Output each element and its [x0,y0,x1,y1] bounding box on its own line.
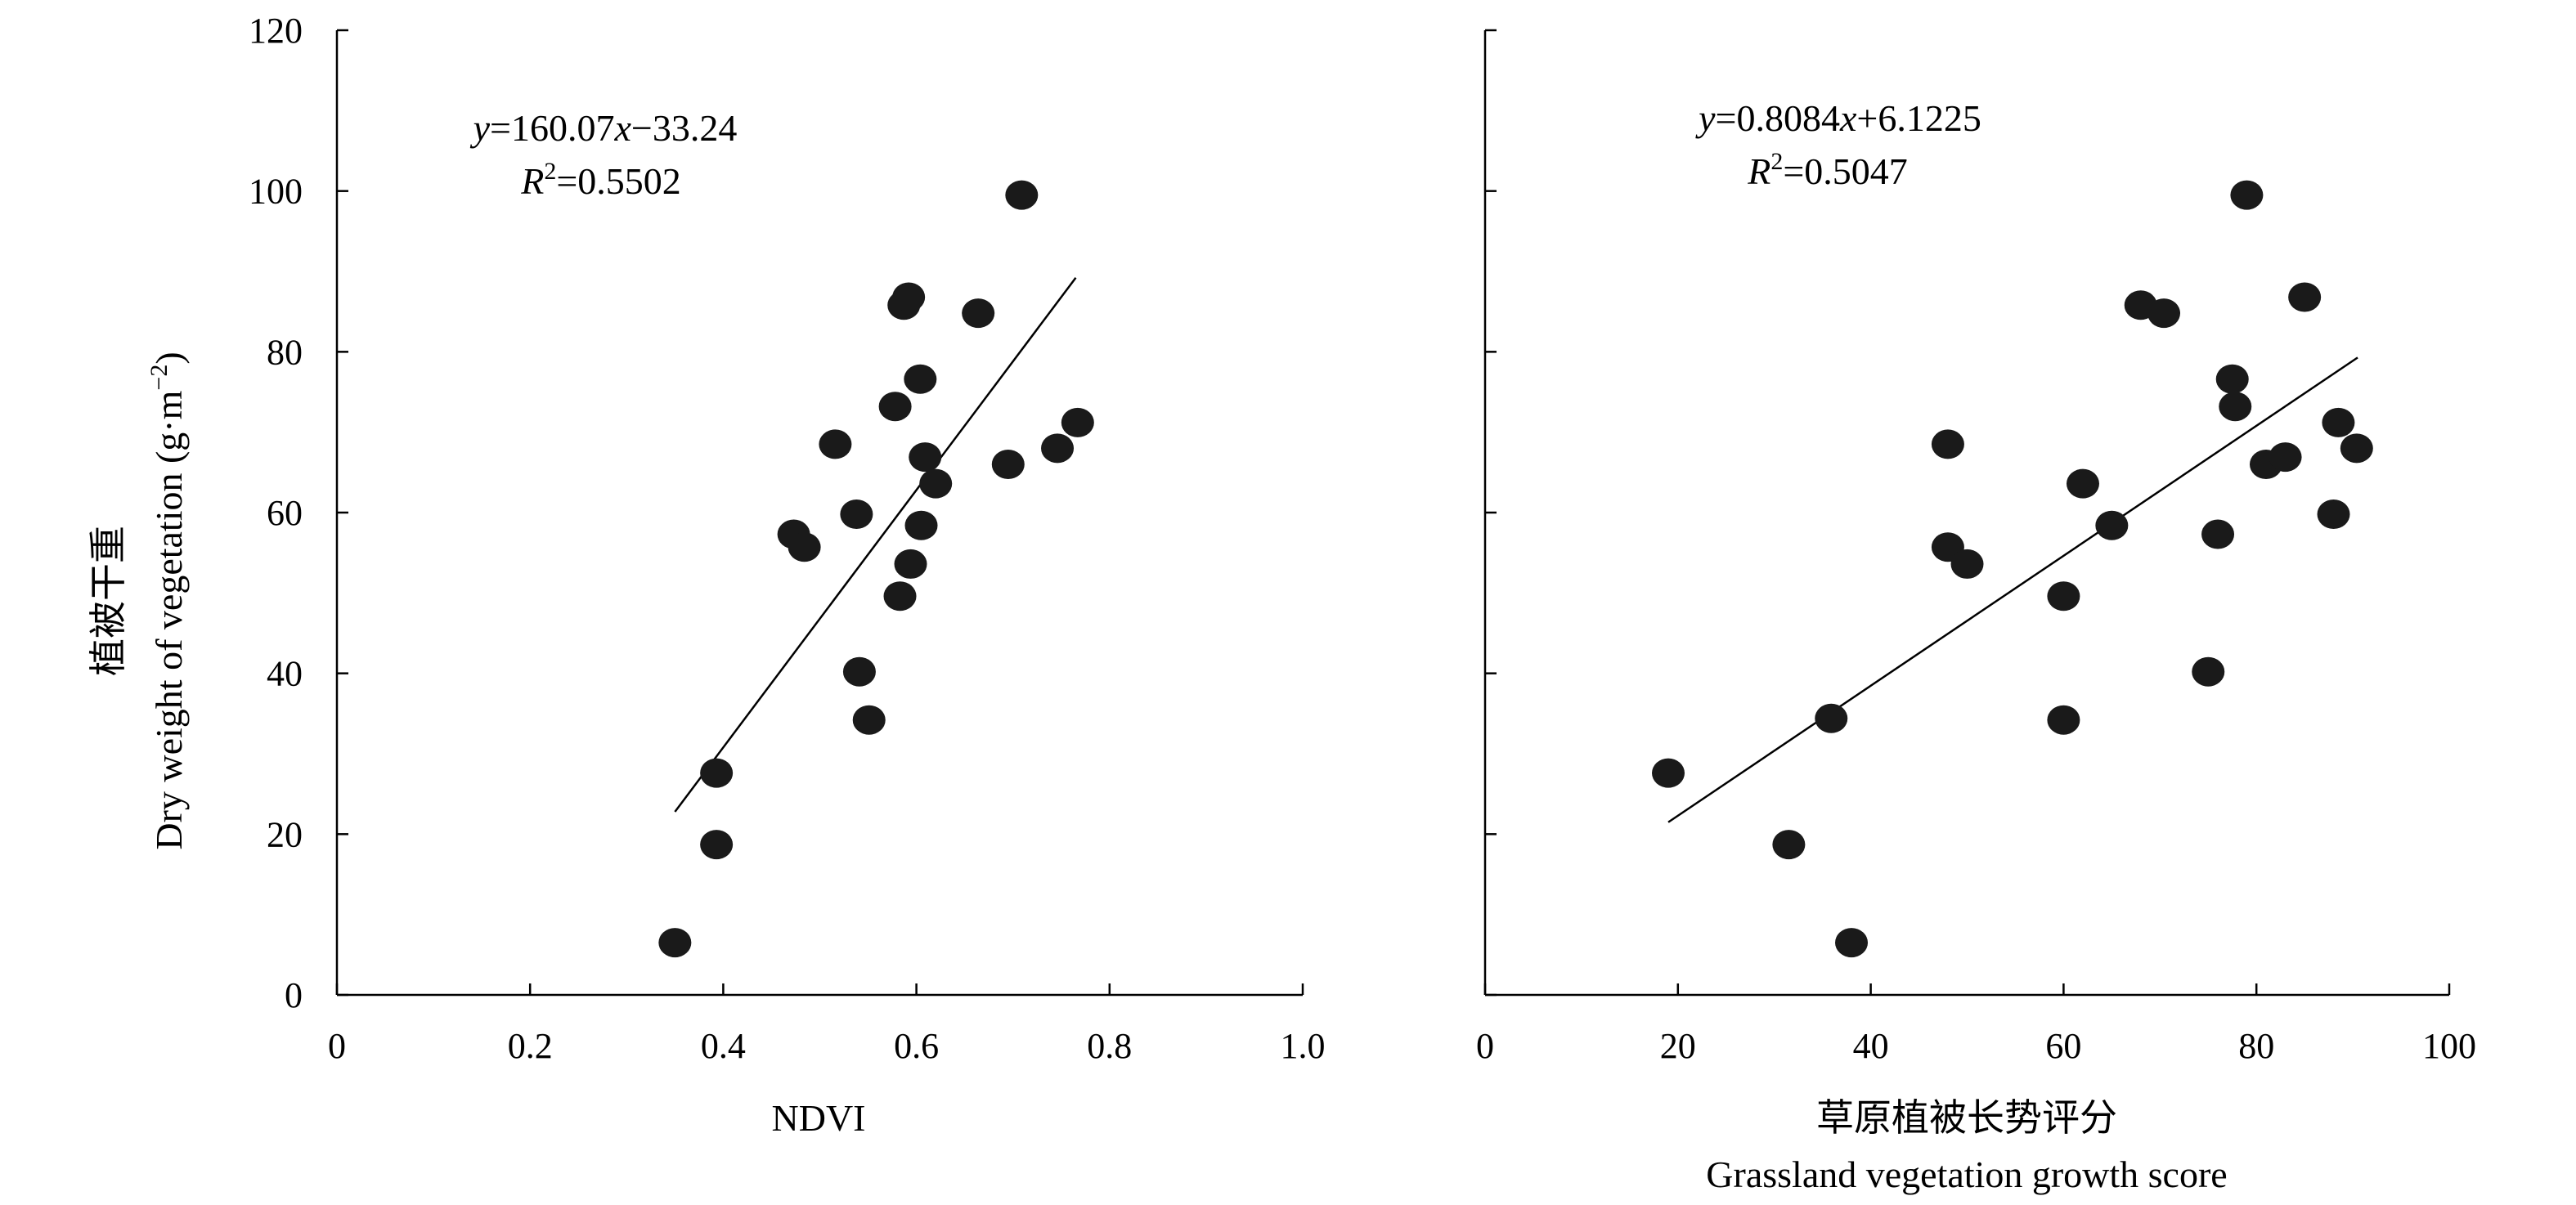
growth-score-x-tick-labels: 0 20 40 60 80 100 [1476,1026,2476,1066]
growth-score-data-point [2288,282,2322,312]
ndvi-data-point [991,450,1025,479]
growth-score-x-axis-title-cn: 草原植被长势评分 [1816,1097,2117,1139]
growth-score-data-point [2095,510,2129,540]
growth-score-data-point [2047,581,2080,611]
ndvi-x-tick-label: 0.6 [894,1026,939,1066]
growth-score-x-tick-label: 80 [2238,1026,2274,1066]
growth-score-data-point [2215,364,2249,394]
ndvi-y-tick-label: 0 [285,975,303,1015]
ndvi-y-tick-label: 20 [267,814,303,854]
ndvi-data-point [1061,407,1094,437]
growth-score-data-point [2201,519,2235,549]
ndvi-x-tick-label: 1.0 [1281,1026,1326,1066]
ndvi-data-point [1005,180,1039,210]
ndvi-axes [335,29,1304,997]
growth-score-data-point [1931,429,1964,459]
ndvi-x-tick-label: 0.4 [701,1026,746,1066]
ndvi-points [658,180,1094,958]
ndvi-data-point [658,928,692,958]
ndvi-data-point [788,532,821,562]
ndvi-data-point [919,468,953,499]
ndvi-r-squared: R2=0.5502 [520,158,681,202]
growth-score-data-point [2340,433,2373,464]
growth-score-fit-line [1667,356,2358,823]
ndvi-regression-equation: y=160.07x−33.24 [470,107,738,149]
growth-score-data-point [2066,468,2099,499]
growth-score-data-point [2322,407,2355,437]
growth-score-axes [1483,29,2451,997]
growth-score-data-point [1652,758,1685,788]
y-axis-title: 植被干重 Dry weight of vegetation (g·m−2) [88,352,190,849]
ndvi-x-tick-label: 0 [328,1026,346,1066]
y-axis-title-line1: 植被干重 [88,526,129,676]
growth-score-data-point [2219,392,2252,422]
ndvi-data-point [894,549,927,579]
growth-score-data-point [1835,928,1869,958]
growth-score-x-tick-label: 20 [1660,1026,1696,1066]
ndvi-scatter-panel: 0 0.2 0.4 0.6 0.8 1.0 0 20 40 60 80 100 120 y=160.0… [249,11,1326,1139]
growth-score-scatter-panel: 0 20 40 60 80 100 y=0.8084x+6.1225 R2=0.5047 … [1476,29,2476,1195]
y-axis-title-line2: Dry weight of vegetation (g·m−2) [146,352,190,849]
growth-score-data-point [1772,830,1806,860]
growth-score-data-point [2192,656,2225,687]
growth-score-x-tick-label: 60 [2045,1026,2081,1066]
growth-score-data-point [1815,703,1848,733]
ndvi-x-axis-title: NDVI [772,1097,866,1139]
ndvi-x-tick-label: 0.8 [1087,1026,1132,1066]
growth-score-regression-equation: y=0.8084x+6.1225 [1695,97,1981,139]
ndvi-data-point [700,830,734,860]
ndvi-data-point [883,581,917,611]
growth-score-r-squared: R2=0.5047 [1747,148,1908,192]
ndvi-y-tick-label: 80 [267,332,303,372]
ndvi-y-tick-labels: 0 20 40 60 80 100 120 [249,11,303,1015]
growth-score-points [1652,180,2373,958]
ndvi-y-tick-label: 120 [249,11,303,51]
ndvi-data-point [962,298,995,329]
growth-score-x-tick-label: 0 [1476,1026,1494,1066]
ndvi-data-point [842,656,876,687]
ndvi-data-point [819,429,852,459]
growth-score-data-point [2230,180,2264,210]
growth-score-x-tick-label: 100 [2422,1026,2476,1066]
ndvi-data-point [878,392,912,422]
ndvi-data-point [904,510,938,540]
ndvi-data-point [909,442,942,473]
ndvi-data-point [904,364,937,394]
growth-score-x-tick-label: 40 [1853,1026,1889,1066]
ndvi-y-tick-label: 100 [249,172,303,212]
ndvi-data-point [892,282,926,312]
growth-score-x-axis-title-en: Grassland vegetation growth score [1706,1153,2227,1195]
growth-score-data-point [2047,705,2080,735]
ndvi-data-point [1041,433,1075,464]
ndvi-data-point [700,758,734,788]
growth-score-data-point [2317,499,2350,529]
ndvi-data-point [840,499,873,529]
ndvi-x-tick-label: 0.2 [508,1026,553,1066]
growth-score-data-point [2147,298,2181,329]
growth-score-data-point [1950,549,1984,579]
ndvi-x-tick-labels: 0 0.2 0.4 0.6 0.8 1.0 [328,1026,1326,1066]
ndvi-y-tick-label: 60 [267,493,303,533]
growth-score-data-point [2269,442,2302,473]
ndvi-y-tick-label: 40 [267,654,303,694]
ndvi-data-point [852,705,886,735]
ndvi-fit-line [674,276,1077,813]
